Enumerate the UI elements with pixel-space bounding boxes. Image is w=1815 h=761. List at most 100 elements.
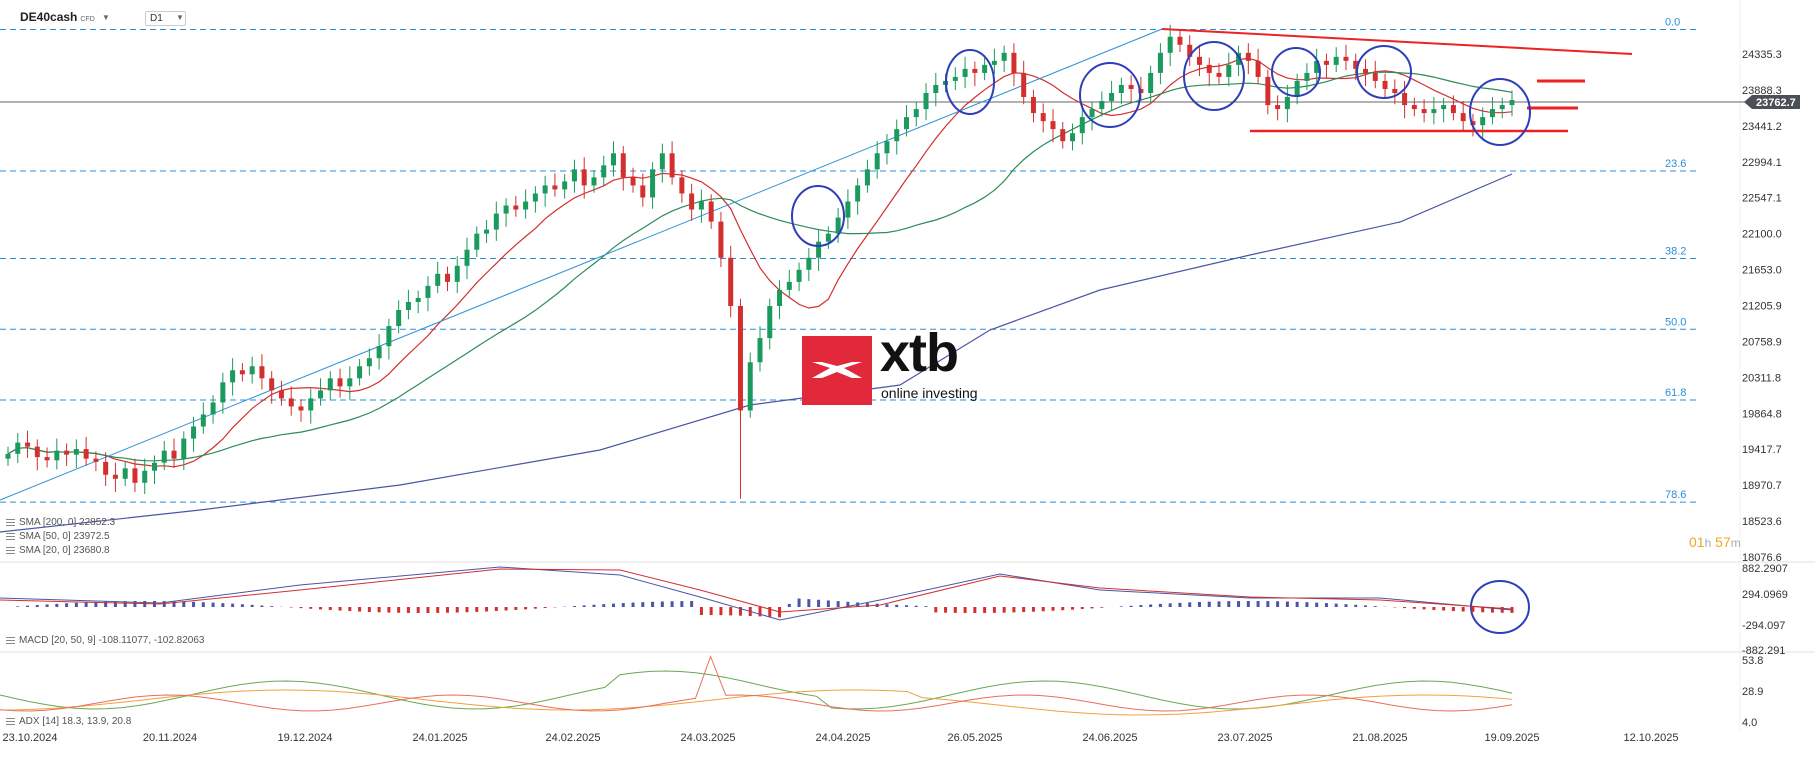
timeframe-select[interactable]: D1 bbox=[145, 11, 186, 26]
candle-body bbox=[288, 398, 294, 407]
candle-body bbox=[1050, 121, 1056, 130]
candle-body bbox=[591, 177, 597, 186]
date-tick: 24.02.2025 bbox=[545, 732, 600, 744]
macd-line bbox=[0, 566, 1513, 621]
candle-body bbox=[1196, 56, 1202, 65]
candle-body bbox=[83, 449, 89, 459]
date-tick: 23.07.2025 bbox=[1217, 732, 1272, 744]
date-tick: 19.12.2024 bbox=[277, 732, 332, 744]
indicator-menu-icon[interactable] bbox=[6, 717, 15, 725]
logo-x-mark bbox=[812, 362, 862, 378]
sma50-legend[interactable]: SMA [50, 0] 23972.5 bbox=[6, 531, 110, 542]
macd-legend[interactable]: MACD [20, 50, 9] -108.11077, -102.82063 bbox=[6, 635, 205, 646]
symbol-dropdown-icon[interactable]: ▼ bbox=[102, 13, 110, 22]
candle-body bbox=[1030, 97, 1036, 114]
price-tick: 24335.3 bbox=[1742, 49, 1782, 61]
candle-body bbox=[562, 181, 568, 190]
macd-tick: -294.097 bbox=[1742, 620, 1785, 632]
candle-body bbox=[337, 378, 343, 387]
candle-body bbox=[464, 249, 470, 266]
candle-body bbox=[1314, 60, 1320, 73]
candle-body bbox=[864, 169, 870, 186]
candle-body bbox=[1206, 64, 1212, 73]
date-tick: 21.08.2025 bbox=[1352, 732, 1407, 744]
candle-body bbox=[513, 205, 519, 210]
candle-body bbox=[1284, 97, 1290, 110]
adx-legend[interactable]: ADX [14] 18.3, 13.9, 20.8 bbox=[6, 716, 131, 727]
uptrend-line bbox=[0, 28, 1163, 501]
candle-body bbox=[913, 109, 919, 118]
sma200-legend[interactable]: SMA [200, 0] 22852.3 bbox=[6, 517, 115, 528]
xtb-logo-icon bbox=[802, 336, 872, 405]
symbol-badge: CFD bbox=[80, 16, 95, 23]
candle-body bbox=[435, 273, 441, 286]
candle-body bbox=[933, 84, 939, 94]
candle-body bbox=[1480, 117, 1486, 126]
candle-body bbox=[1294, 80, 1300, 98]
candle-body bbox=[620, 153, 626, 178]
candle-body bbox=[1060, 129, 1066, 142]
price-tick: 21205.9 bbox=[1742, 301, 1782, 313]
candle-body bbox=[640, 185, 646, 198]
candle-body bbox=[64, 450, 70, 455]
candle-body bbox=[1363, 68, 1369, 73]
candle-body bbox=[239, 370, 245, 375]
candle-body bbox=[1177, 36, 1183, 45]
candle-body bbox=[571, 169, 577, 182]
highlight-circle bbox=[791, 185, 845, 247]
candle-body bbox=[1489, 109, 1495, 118]
adx-tick: 53.8 bbox=[1742, 655, 1763, 667]
candle-body bbox=[523, 201, 529, 210]
candle-body bbox=[1089, 109, 1095, 118]
price-axis: 24335.3 23888.3 23441.2 22994.1 22547.1 22100… bbox=[1742, 49, 1782, 564]
symbol-name[interactable]: DE40cash CFD bbox=[20, 10, 95, 24]
highlight-circle bbox=[1469, 78, 1531, 146]
candle-body bbox=[1372, 72, 1378, 81]
indicator-menu-icon[interactable] bbox=[6, 518, 15, 526]
candle-body bbox=[396, 309, 402, 327]
candle-body bbox=[93, 458, 99, 462]
highlight-circle bbox=[945, 49, 995, 115]
timeframe-dropdown-icon[interactable]: ▼ bbox=[176, 13, 184, 22]
candle-body bbox=[1118, 84, 1124, 94]
sma50-label: SMA [50, 0] 23972.5 bbox=[19, 531, 110, 542]
candle-body bbox=[630, 177, 636, 186]
candle-body bbox=[1167, 36, 1173, 53]
candle-body bbox=[767, 305, 773, 339]
price-tick: 20311.8 bbox=[1742, 372, 1781, 384]
date-tick: 24.01.2025 bbox=[412, 732, 467, 744]
indicator-menu-icon[interactable] bbox=[6, 636, 15, 644]
sma20-legend[interactable]: SMA [20, 0] 23680.8 bbox=[6, 545, 110, 556]
sma50-line bbox=[7, 71, 1513, 462]
candle-body bbox=[689, 193, 695, 210]
candle-body bbox=[601, 165, 607, 178]
date-tick: 24.03.2025 bbox=[680, 732, 735, 744]
candle-body bbox=[210, 402, 216, 415]
fibonacci-levels: 0.0 23.6 38.2 50.0 61.8 78.6 bbox=[0, 17, 1700, 503]
candle-body bbox=[972, 68, 978, 73]
fib-label: 23.6 bbox=[1665, 158, 1686, 170]
candle-body bbox=[376, 346, 382, 359]
fib-label: 78.6 bbox=[1665, 489, 1686, 501]
candle-body bbox=[1245, 52, 1251, 61]
price-tick: 23888.3 bbox=[1742, 85, 1782, 97]
fib-label: 38.2 bbox=[1665, 246, 1686, 258]
candle-body bbox=[757, 338, 763, 363]
candle-body bbox=[357, 366, 363, 379]
adx-tick: 4.0 bbox=[1742, 717, 1757, 729]
candle-body bbox=[1411, 105, 1417, 110]
candle-body bbox=[142, 470, 148, 483]
candle-body bbox=[1382, 80, 1388, 89]
sma200-label: SMA [200, 0] 22852.3 bbox=[19, 517, 116, 528]
macd-label: MACD [20, 50, 9] -108.11077, -102.82063 bbox=[19, 635, 205, 646]
candle-body bbox=[1499, 105, 1505, 110]
last-price-label: 23762.7 bbox=[1744, 95, 1800, 109]
indicator-menu-icon[interactable] bbox=[6, 546, 15, 554]
date-tick: 23.10.2024 bbox=[2, 732, 57, 744]
fib-label: 0.0 bbox=[1665, 17, 1680, 29]
candle-body bbox=[1187, 44, 1193, 57]
candle-body bbox=[532, 193, 538, 202]
candle-body bbox=[1021, 72, 1027, 98]
candlesticks bbox=[5, 24, 1515, 499]
indicator-menu-icon[interactable] bbox=[6, 532, 15, 540]
